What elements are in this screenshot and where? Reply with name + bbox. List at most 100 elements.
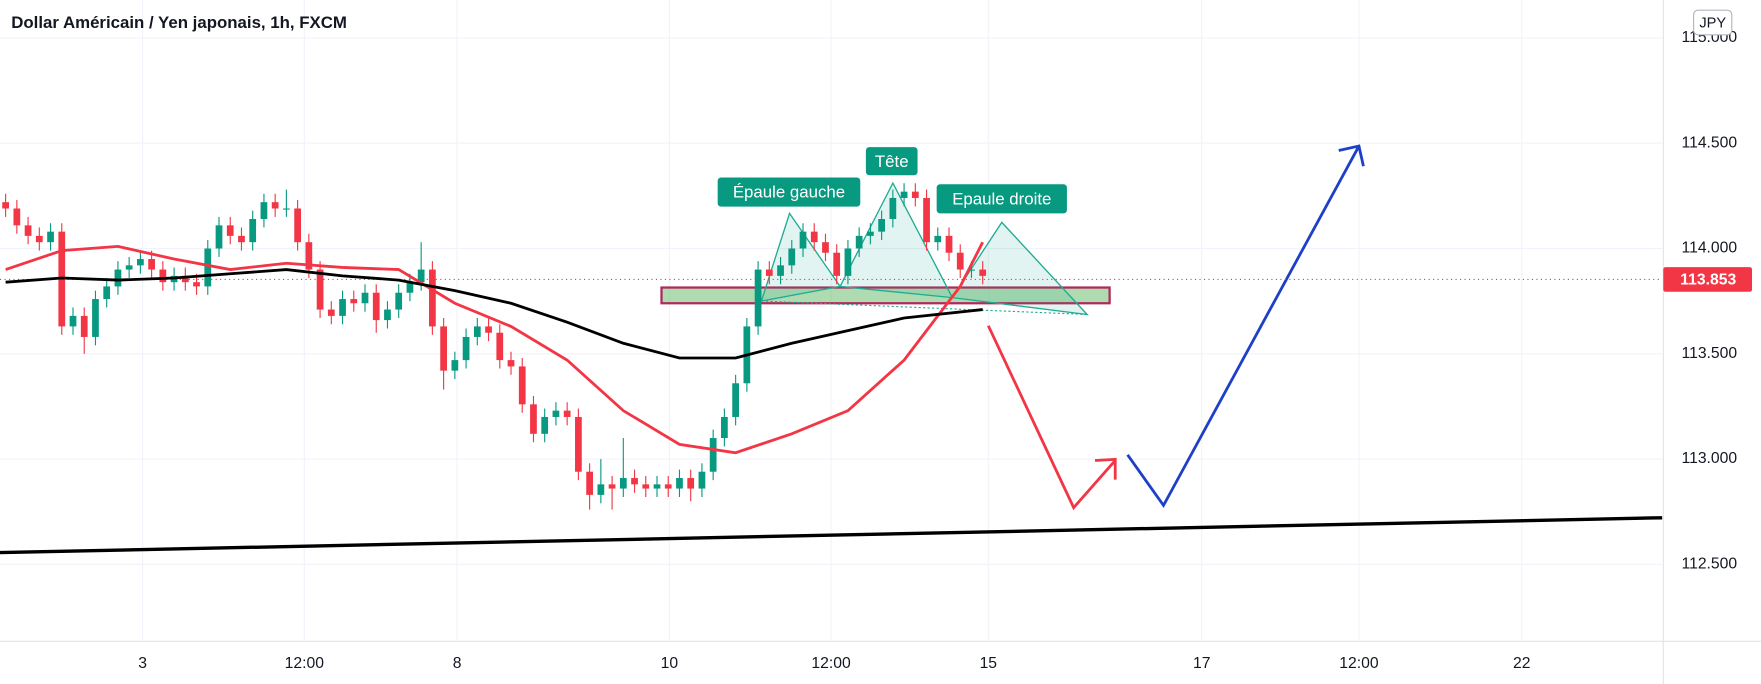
candle-body — [327, 309, 335, 316]
candle-body — [586, 471, 593, 495]
candle-body — [417, 269, 425, 283]
candle-body — [799, 231, 807, 249]
candle-body — [350, 299, 358, 304]
candle-body — [462, 336, 470, 361]
candle-body — [249, 219, 257, 243]
candle-body — [372, 292, 380, 321]
candle-body — [631, 478, 638, 485]
candle-body — [316, 269, 324, 310]
candle-body — [844, 248, 852, 276]
annotation-label: Epaule droite — [952, 189, 1051, 208]
red-arrow — [987, 325, 1117, 511]
candle-body — [429, 269, 436, 327]
candle-body — [406, 282, 414, 293]
x-tick-label: 12:00 — [1339, 655, 1379, 672]
candle-body — [765, 269, 773, 276]
candle-body — [2, 202, 9, 209]
candle-body — [204, 248, 212, 287]
candle-body — [934, 235, 942, 243]
y-tick-label: 112.500 — [1682, 556, 1738, 573]
candle-body — [653, 484, 661, 489]
candle-body — [518, 366, 526, 405]
candle-body — [788, 248, 796, 266]
currency-label: JPY — [1699, 15, 1726, 31]
x-tick-label: 10 — [661, 655, 679, 672]
plot: Épaule gauche Tête Epaule droite — [0, 144, 1663, 555]
chart-title: Dollar Américain / Yen japonais, 1h, FXC… — [11, 13, 347, 32]
candle-body — [709, 438, 717, 472]
candle-body — [530, 404, 537, 434]
annotation-box — [717, 177, 861, 207]
candle-body — [137, 259, 144, 266]
x-tick-label: 8 — [453, 655, 462, 672]
x-tick-label: 22 — [1513, 655, 1530, 672]
candle-body — [956, 252, 964, 270]
candle-body — [496, 332, 504, 361]
candle-body — [473, 326, 481, 337]
candle-body — [24, 225, 32, 236]
blue-arrow — [1126, 145, 1361, 509]
y-tick-label: 114.500 — [1682, 134, 1738, 151]
x-tick-label: 17 — [1193, 655, 1210, 672]
candle-body — [676, 478, 683, 489]
candle-body — [339, 299, 346, 316]
candle-body — [687, 478, 695, 489]
candle-body — [833, 252, 841, 276]
candle-body — [721, 416, 728, 439]
candle-body — [283, 208, 290, 210]
candle-body — [92, 299, 99, 337]
last-price-box — [1663, 267, 1753, 292]
annotation-label: Épaule gauche — [733, 183, 845, 202]
candle-body — [608, 484, 616, 489]
blue-arrow-head — [1338, 144, 1365, 167]
candle-body — [395, 292, 403, 310]
candle-body — [822, 242, 829, 253]
candle-body — [181, 275, 189, 283]
candle-body — [867, 231, 874, 236]
candle-body — [260, 202, 268, 220]
trendline — [0, 516, 1663, 555]
annotation-box — [936, 184, 1067, 214]
candle-body — [148, 259, 155, 270]
candle-body — [541, 416, 549, 434]
candle-body — [271, 202, 279, 209]
currency-box — [1693, 9, 1733, 36]
candle-body — [440, 326, 447, 371]
x-tick-label: 12:00 — [285, 655, 325, 672]
neckline — [761, 300, 1088, 316]
candle-body — [507, 360, 515, 367]
candle-body — [215, 225, 223, 249]
candle-body — [103, 286, 111, 300]
moving-average — [5, 241, 984, 455]
red-arrow-head — [1094, 457, 1117, 480]
candle-body — [642, 484, 650, 489]
candle-body — [889, 197, 897, 220]
candle-body — [305, 242, 313, 270]
candle-body — [911, 191, 919, 198]
pattern-triangle — [951, 221, 1089, 316]
candle-body — [35, 235, 43, 243]
candle-body — [384, 309, 391, 321]
candle-body — [945, 235, 953, 253]
candle-body — [597, 484, 605, 495]
candle-body — [900, 191, 908, 198]
candle-body — [698, 471, 706, 489]
candle-body — [810, 231, 818, 243]
candle-body — [485, 326, 492, 333]
candle-body — [114, 269, 122, 287]
last-price-label: 113.853 — [1680, 272, 1736, 289]
candle-body — [552, 410, 560, 417]
candle-body — [193, 282, 200, 287]
candle-body — [69, 315, 77, 327]
grid — [0, 0, 1663, 641]
annotation-box — [865, 147, 918, 176]
candle-body — [619, 478, 627, 489]
candle-body — [13, 208, 21, 226]
candle-body — [777, 265, 784, 276]
x-tick-label: 3 — [138, 655, 147, 672]
pattern-triangle — [839, 181, 954, 299]
candle-body — [754, 269, 762, 327]
candle-body — [294, 208, 301, 243]
candle-body — [878, 219, 885, 232]
